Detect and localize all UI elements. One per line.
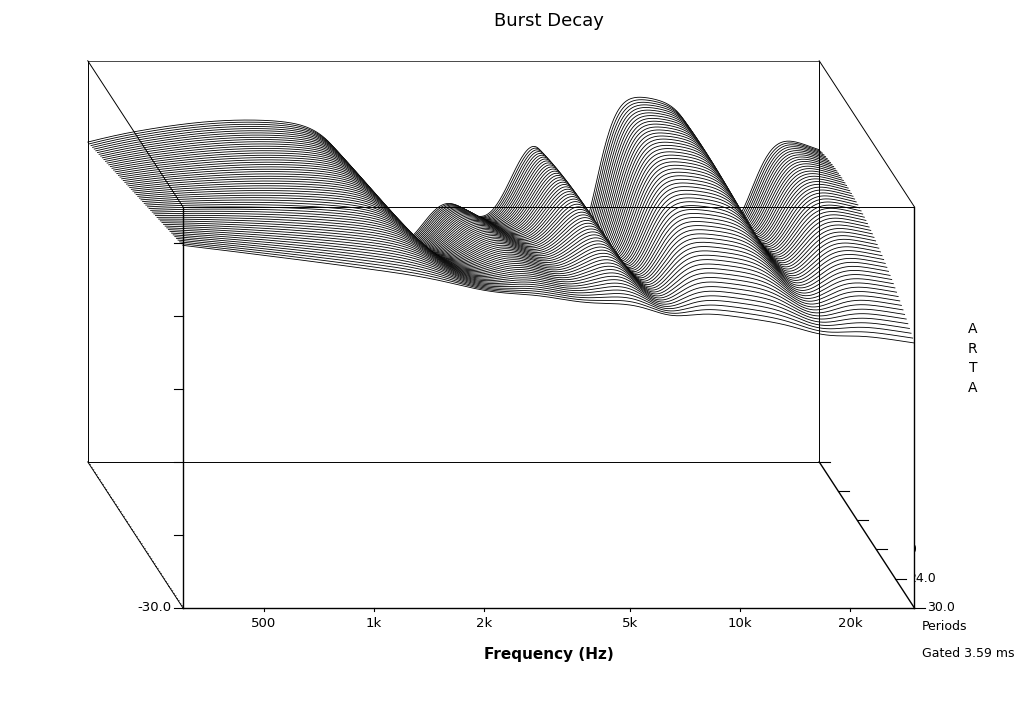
Polygon shape xyxy=(123,162,855,516)
Text: 0.0: 0.0 xyxy=(833,455,852,468)
Text: 18.0: 18.0 xyxy=(890,543,918,556)
Polygon shape xyxy=(173,235,904,593)
Text: 0.0: 0.0 xyxy=(151,237,172,250)
Polygon shape xyxy=(91,102,822,467)
Polygon shape xyxy=(139,193,870,541)
Polygon shape xyxy=(150,207,881,556)
Polygon shape xyxy=(156,215,887,565)
Polygon shape xyxy=(154,214,886,563)
Polygon shape xyxy=(170,231,901,588)
Polygon shape xyxy=(145,202,878,551)
Polygon shape xyxy=(161,221,892,573)
Polygon shape xyxy=(142,197,874,546)
Polygon shape xyxy=(128,172,859,524)
Polygon shape xyxy=(109,133,840,494)
Text: 2k: 2k xyxy=(476,618,493,630)
Polygon shape xyxy=(134,185,866,534)
Text: -12.0: -12.0 xyxy=(137,383,172,396)
Text: 30.0: 30.0 xyxy=(928,601,955,614)
Polygon shape xyxy=(105,127,837,489)
Polygon shape xyxy=(159,219,890,570)
Polygon shape xyxy=(97,113,828,477)
Polygon shape xyxy=(165,226,897,580)
Polygon shape xyxy=(133,183,864,531)
Polygon shape xyxy=(130,176,861,526)
Polygon shape xyxy=(89,99,821,465)
Polygon shape xyxy=(157,217,889,568)
Text: 1k: 1k xyxy=(366,618,382,630)
Polygon shape xyxy=(181,244,912,606)
Polygon shape xyxy=(183,245,914,608)
Polygon shape xyxy=(119,152,850,509)
Text: -24.0: -24.0 xyxy=(138,528,172,541)
Text: Frequency (Hz): Frequency (Hz) xyxy=(483,646,613,662)
Polygon shape xyxy=(103,124,836,486)
Polygon shape xyxy=(94,107,825,472)
Text: -6.0: -6.0 xyxy=(146,309,172,322)
Text: -30.0: -30.0 xyxy=(138,601,172,614)
Polygon shape xyxy=(164,224,895,578)
Polygon shape xyxy=(141,195,872,544)
Text: 5k: 5k xyxy=(622,618,638,630)
Polygon shape xyxy=(179,242,911,603)
Polygon shape xyxy=(176,238,908,598)
Polygon shape xyxy=(96,110,827,474)
Text: 24.0: 24.0 xyxy=(908,572,936,585)
Text: Periods: Periods xyxy=(922,620,967,633)
Polygon shape xyxy=(120,155,851,511)
Polygon shape xyxy=(99,116,830,479)
Polygon shape xyxy=(168,230,900,586)
Polygon shape xyxy=(178,240,909,601)
Polygon shape xyxy=(88,97,819,462)
Text: 10k: 10k xyxy=(727,618,752,630)
Polygon shape xyxy=(136,188,867,536)
Polygon shape xyxy=(92,105,824,470)
Text: 6.0: 6.0 xyxy=(851,484,871,498)
Polygon shape xyxy=(138,190,869,539)
Polygon shape xyxy=(147,204,879,553)
Text: -18.0: -18.0 xyxy=(138,455,172,468)
Polygon shape xyxy=(167,228,898,583)
Text: 12.0: 12.0 xyxy=(870,514,898,527)
Polygon shape xyxy=(112,139,844,499)
Text: Burst Decay: Burst Decay xyxy=(494,13,603,30)
Text: A
R
T
A: A R T A xyxy=(968,322,978,395)
Polygon shape xyxy=(131,179,862,529)
Polygon shape xyxy=(144,200,876,548)
Text: dB: dB xyxy=(131,397,146,417)
Polygon shape xyxy=(172,233,903,591)
Polygon shape xyxy=(162,223,893,575)
Polygon shape xyxy=(153,212,884,560)
Polygon shape xyxy=(117,149,848,506)
Text: Gated 3.59 ms: Gated 3.59 ms xyxy=(922,646,1014,660)
Text: 500: 500 xyxy=(251,618,276,630)
Polygon shape xyxy=(151,209,882,558)
Polygon shape xyxy=(175,237,906,596)
Polygon shape xyxy=(111,136,842,496)
Polygon shape xyxy=(126,168,858,521)
Polygon shape xyxy=(114,142,845,501)
Polygon shape xyxy=(125,165,856,519)
Polygon shape xyxy=(115,145,847,504)
Polygon shape xyxy=(108,130,839,491)
Text: 20k: 20k xyxy=(838,618,862,630)
Polygon shape xyxy=(122,159,853,514)
Polygon shape xyxy=(102,121,834,484)
Polygon shape xyxy=(100,118,833,482)
